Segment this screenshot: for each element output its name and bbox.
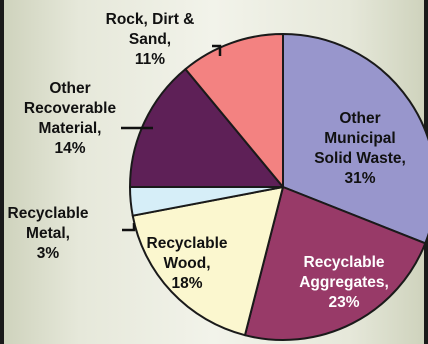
slice-label-line: Recyclable: [304, 254, 385, 271]
slice-label-line: Recoverable: [24, 100, 117, 117]
slice-label-recyclable-aggregates: Recyclable Aggregates, 23%: [299, 254, 389, 311]
slice-label-recyclable-metal: Recyclable Metal, 3%: [8, 205, 89, 262]
slice-label-line: 31%: [344, 170, 375, 187]
slice-label-line: Rock, Dirt &: [106, 11, 195, 28]
slice-labels: Other Municipal Solid Waste, 31% Recyclable A…: [8, 11, 406, 311]
slice-label-recyclable-wood: Recyclable Wood, 18%: [147, 235, 228, 292]
slice-label-line: Metal,: [26, 225, 70, 242]
slice-label-line: 3%: [37, 245, 60, 262]
slice-label-line: Recyclable: [147, 235, 228, 252]
slice-label-line: 11%: [135, 51, 165, 68]
slice-label-line: Sand,: [129, 31, 171, 48]
slice-label-line: 18%: [171, 275, 202, 292]
slice-label-other-municipal-solid-waste: Other Municipal Solid Waste, 31%: [314, 110, 406, 187]
slice-label-line: Material,: [39, 120, 102, 137]
slice-label-line: Other: [339, 110, 380, 127]
slice-label-line: Municipal: [324, 130, 395, 147]
slice-label-line: 23%: [328, 294, 359, 311]
pie-slices: [129, 33, 428, 341]
slice-label-line: Aggregates,: [299, 274, 389, 291]
slice-label-line: Recyclable: [8, 205, 89, 222]
pie-chart: Other Municipal Solid Waste, 31% Recyclable A…: [8, 11, 428, 341]
slice-label-other-recoverable-material: Other Recoverable Material, 14%: [24, 80, 117, 157]
slice-label-line: Wood,: [163, 255, 210, 272]
pie-slice-recyclable-wood: [131, 186, 284, 337]
slice-label-line: Other: [49, 80, 90, 97]
pie-slice-other-recoverable-material: [129, 68, 284, 188]
pie-slice-recyclable-aggregates: [243, 186, 427, 341]
pie-slice-rock-dirt-sand: [184, 33, 284, 188]
slice-label-line: 14%: [54, 140, 85, 157]
leader-line-rock-dirt-sand: [212, 44, 222, 56]
slice-label-line: Solid Waste,: [314, 150, 406, 167]
leader-lines: [121, 44, 222, 232]
slice-label-rock-dirt-sand: Rock, Dirt & Sand, 11%: [106, 11, 195, 68]
leader-line-recyclable-metal: [122, 223, 136, 232]
pie-slice-other-municipal-solid-waste: [282, 33, 428, 245]
